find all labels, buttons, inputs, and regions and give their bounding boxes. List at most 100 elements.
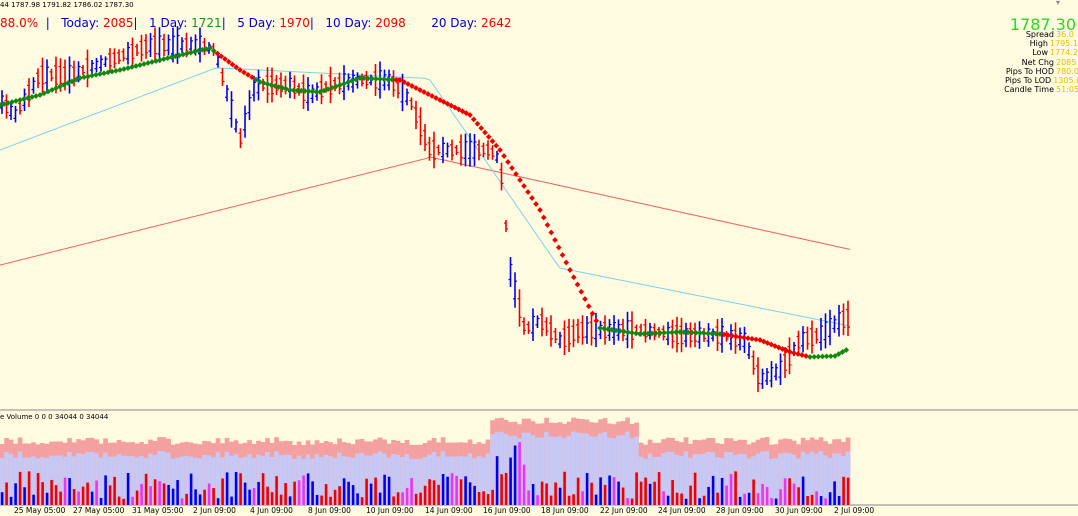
ohlc-bar	[832, 315, 837, 333]
day20-value: 2642	[480, 16, 512, 30]
volume-bar	[797, 487, 800, 505]
signal-dot	[117, 67, 123, 73]
stat-row: Spread 36.0	[990, 30, 1078, 39]
volume-bar	[725, 485, 728, 505]
signal-dot	[482, 129, 488, 136]
stat-value: 1774.25	[1050, 48, 1078, 58]
ohlc-bar	[225, 84, 229, 102]
volume-bar	[648, 483, 652, 505]
volume-bar	[252, 488, 256, 505]
volume-band	[764, 451, 770, 505]
volume-band	[89, 451, 95, 505]
volume-band	[539, 437, 545, 505]
signal-dot	[701, 330, 707, 337]
signal-dot	[815, 353, 822, 360]
volume-bar	[99, 497, 103, 505]
volume-bar	[491, 489, 494, 505]
day5-label: 5 Day:	[237, 16, 276, 30]
volume-bar	[392, 496, 395, 505]
signal-dot	[101, 70, 107, 77]
volume-bar	[203, 489, 206, 505]
volume-band	[166, 452, 171, 505]
ohlc-bar	[121, 48, 126, 62]
volume-band	[161, 451, 167, 505]
range-sep: |	[309, 16, 326, 30]
ohlc-bar	[558, 331, 562, 349]
ohlc-bar	[576, 318, 580, 344]
signal-dot	[665, 329, 671, 336]
volume-band	[647, 453, 653, 505]
volume-bar	[360, 497, 364, 505]
volume-bar	[774, 498, 778, 505]
volume-bar	[369, 483, 373, 505]
volume-band	[674, 454, 680, 505]
volume-band	[422, 456, 428, 505]
date-tick: 25 May 05:00	[14, 506, 66, 515]
ohlc-bar	[94, 57, 99, 73]
signal-dot	[578, 288, 585, 295]
volume-band	[404, 453, 410, 505]
volume-band	[8, 453, 14, 505]
signal-dot	[673, 329, 679, 336]
volume-band	[683, 451, 689, 505]
volume-band	[557, 436, 563, 505]
volume-band	[44, 457, 50, 505]
ohlc-bar	[427, 136, 432, 161]
ohlc-bar	[229, 91, 234, 128]
volume-bar	[612, 477, 616, 505]
signal-dot	[839, 349, 846, 355]
ohlc-bar	[90, 59, 94, 74]
volume-bar	[644, 477, 647, 505]
signal-dot	[109, 68, 115, 75]
signal-dot	[745, 335, 751, 342]
signal-dot	[741, 334, 747, 341]
date-tick: 27 May 05:00	[73, 506, 125, 515]
volume-band	[665, 451, 671, 505]
volume-bar	[351, 485, 355, 505]
volume-band	[467, 453, 473, 505]
volume-band	[215, 452, 221, 505]
chart-shift-icon[interactable]: ▾	[1056, 0, 1061, 7]
signal-dot	[9, 99, 15, 105]
signal-dot	[509, 165, 515, 171]
signal-dot	[733, 333, 739, 340]
volume-bar	[356, 493, 359, 505]
signal-dot	[145, 60, 151, 66]
volume-band	[229, 455, 234, 505]
signal-dot	[21, 96, 27, 102]
volume-bar	[711, 475, 715, 505]
volume-bar	[545, 483, 548, 505]
signal-dot	[141, 61, 147, 67]
signal-dot	[597, 325, 603, 331]
ohlc-bar	[499, 162, 504, 191]
signal-dot	[649, 330, 655, 337]
volume-band	[314, 454, 320, 505]
volume-band	[413, 458, 419, 505]
volume-band	[359, 452, 365, 505]
volume-bar	[594, 494, 598, 505]
volume-band	[211, 457, 216, 505]
signal-dot	[369, 75, 375, 82]
ohlc-bar	[279, 72, 283, 98]
signal-dot	[125, 65, 131, 71]
volume-band	[566, 435, 572, 505]
signal-dot	[393, 76, 399, 83]
ohlc-bar	[220, 68, 225, 86]
ohlc-bar	[450, 139, 454, 161]
signal-dot	[357, 75, 363, 81]
volume-bar	[117, 496, 121, 505]
day1-value: 1721	[191, 16, 222, 30]
signal-dot	[309, 88, 316, 95]
volume-band	[107, 456, 113, 505]
signal-dot	[470, 116, 477, 123]
volume-band	[206, 455, 212, 505]
volume-band	[535, 437, 540, 505]
volume-band	[22, 457, 27, 505]
ohlc-bar	[553, 327, 558, 344]
volume-bar	[77, 491, 80, 505]
volume-band	[431, 451, 437, 505]
volume-bar	[14, 483, 17, 505]
